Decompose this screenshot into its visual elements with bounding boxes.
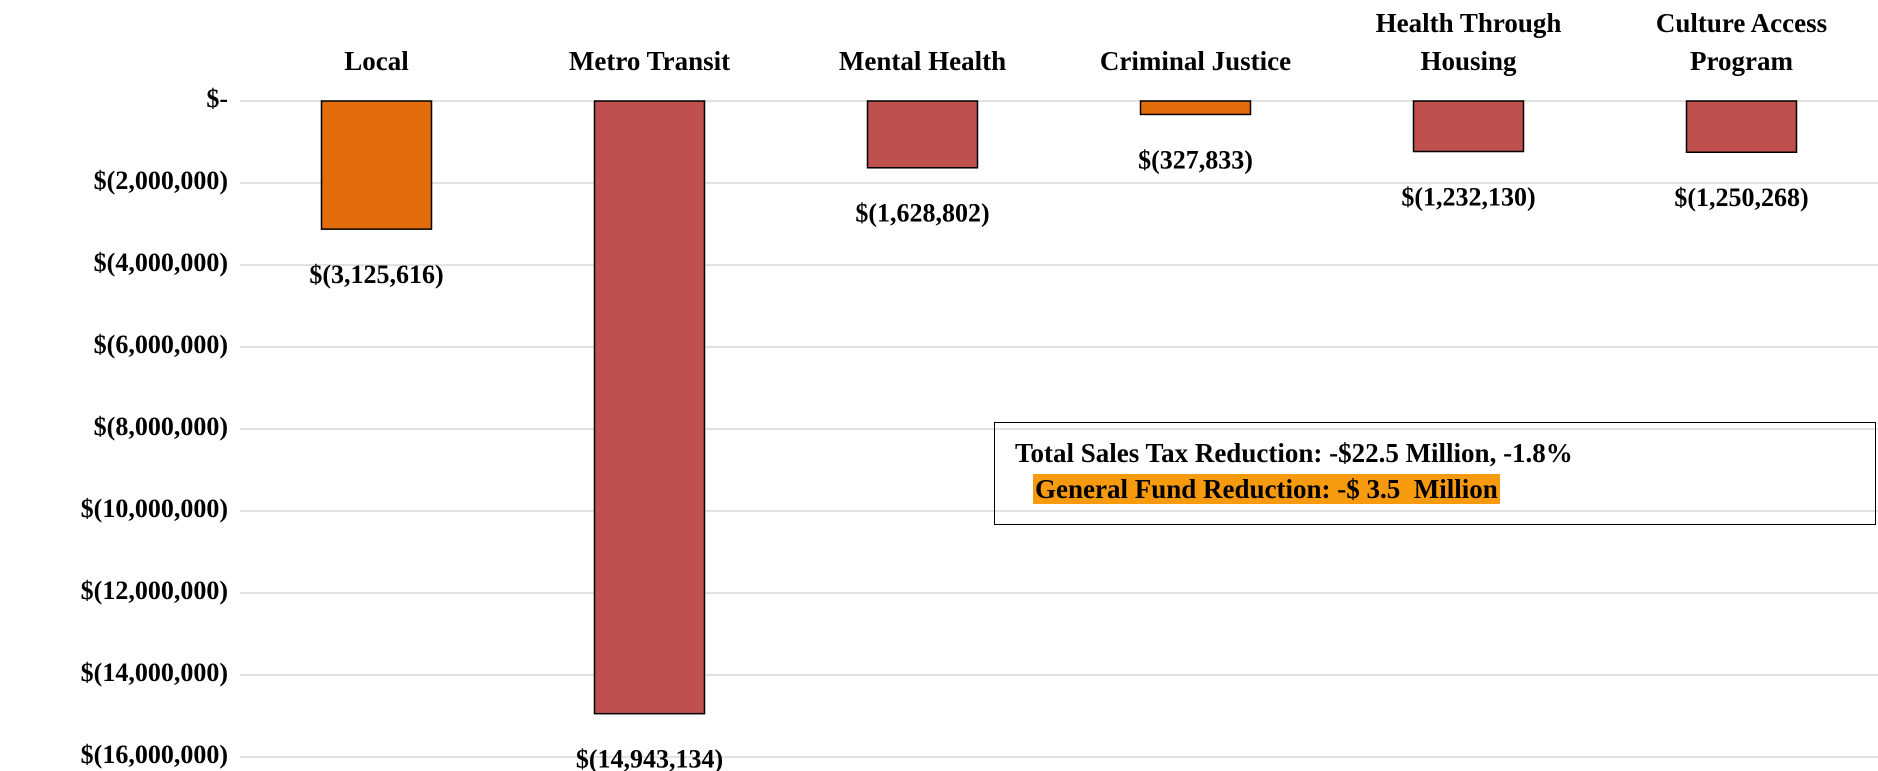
y-tick-label: $(8,000,000): [94, 412, 228, 441]
y-tick-label: $(6,000,000): [94, 330, 228, 359]
y-tick-label: $(12,000,000): [81, 576, 228, 605]
y-tick-label: $(2,000,000): [94, 166, 228, 195]
y-tick-label: $-: [206, 84, 228, 113]
bar: [1412, 100, 1525, 153]
bar: [1685, 100, 1798, 154]
category-label: Mental Health: [838, 46, 1007, 76]
value-label: $(1,628,802): [855, 199, 989, 228]
bar: [320, 100, 433, 230]
value-label: $(1,232,130): [1401, 182, 1535, 211]
annotation-line: General Fund Reduction: -$ 3.5 Million: [1015, 471, 1875, 507]
bar: [593, 100, 706, 715]
value-label: $(14,943,134): [576, 745, 723, 771]
value-label: $(3,125,616): [309, 260, 443, 289]
annotation-highlight: General Fund Reduction: -$ 3.5 Million: [1033, 474, 1500, 504]
category-label: Criminal Justice: [1099, 46, 1292, 76]
value-label: $(327,833): [1138, 145, 1253, 174]
annotation-box: Total Sales Tax Reduction: -$22.5 Millio…: [994, 422, 1876, 525]
bar: [1139, 100, 1252, 116]
y-tick-label: $(14,000,000): [81, 658, 228, 687]
annotation: Total Sales Tax Reduction: -$22.5 Millio…: [1015, 438, 1573, 468]
y-tick-label: $(16,000,000): [81, 740, 228, 769]
category-label: Local: [344, 46, 409, 76]
category-label: Health Through Housing: [1375, 8, 1562, 76]
value-label: $(1,250,268): [1674, 183, 1808, 212]
bar: [866, 100, 979, 169]
category-label: Culture Access Program: [1655, 8, 1828, 76]
category-label: Metro Transit: [568, 46, 731, 76]
y-tick-label: $(4,000,000): [94, 248, 228, 277]
y-tick-label: $(10,000,000): [81, 494, 228, 523]
